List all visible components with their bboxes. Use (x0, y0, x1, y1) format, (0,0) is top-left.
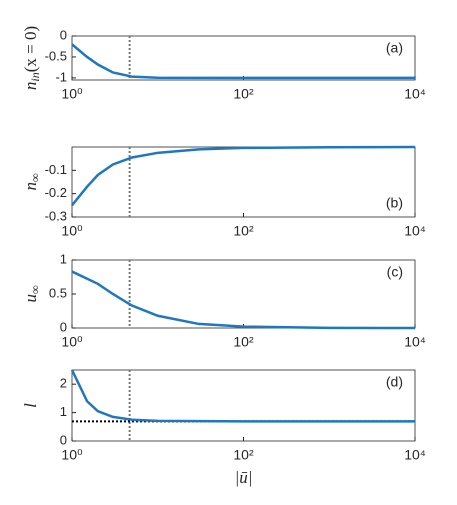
y-axis-label: l (21, 403, 40, 408)
x-tick-label: 10⁰ (61, 86, 83, 102)
y-label-base: n (21, 82, 40, 91)
x-tick-label: 10⁴ (404, 447, 426, 463)
data-line (71, 145, 416, 207)
axes-box (71, 259, 416, 329)
x-tick-label: 10⁴ (404, 86, 426, 102)
data-line (71, 43, 415, 80)
x-tick-label: 10² (233, 86, 254, 102)
y-axis-label: nin(x = 0) (21, 26, 42, 90)
axes-box (71, 146, 416, 218)
panel-annotation: (b) (386, 195, 403, 211)
data-line (71, 270, 416, 330)
y-label-sub: ∞ (28, 173, 42, 182)
y-label-base: n (21, 182, 40, 191)
y-tick-label: -0.5 (45, 48, 67, 63)
x-axis-label: |ū| (235, 468, 253, 487)
y-tick-label: -0.2 (45, 185, 67, 200)
y-axis-label: n∞ (21, 173, 42, 191)
x-tick-label: 10² (233, 223, 254, 239)
y-tick-label: 2 (60, 376, 67, 391)
y-label-base: l (21, 403, 40, 408)
x-tick-label: 10⁰ (61, 223, 83, 239)
y-tick-label: -0.1 (45, 162, 67, 177)
y-tick-label: 0 (60, 432, 67, 447)
panel-annotation: (a) (386, 40, 403, 56)
y-tick-label: 0.5 (49, 285, 67, 300)
y-tick-label: 0 (60, 27, 67, 42)
y-label-sub: in (28, 72, 42, 81)
y-tick-label: -0.3 (45, 208, 67, 223)
y-tick-label: -1 (55, 69, 67, 84)
y-tick-label: 0 (60, 319, 67, 334)
x-tick-label: 10⁰ (61, 447, 83, 463)
panel-annotation: (d) (386, 374, 403, 390)
x-tick-label: 10⁴ (404, 223, 426, 239)
panel-annotation: (c) (387, 264, 403, 280)
x-tick-label: 10² (233, 334, 254, 350)
axes-box (71, 369, 416, 442)
x-tick-label: 10² (233, 447, 254, 463)
y-label-base: u (21, 294, 40, 303)
data-line (70, 369, 415, 423)
y-axis-label: u∞ (21, 285, 42, 303)
x-tick-label: 10⁴ (404, 334, 426, 350)
y-label-after: (x = 0) (21, 26, 40, 72)
y-tick-label: 1 (60, 404, 67, 419)
x-tick-label: 10⁰ (61, 334, 83, 350)
y-tick-label: 1 (60, 251, 67, 266)
y-label-sub: ∞ (28, 285, 42, 294)
axes-box (71, 35, 416, 81)
